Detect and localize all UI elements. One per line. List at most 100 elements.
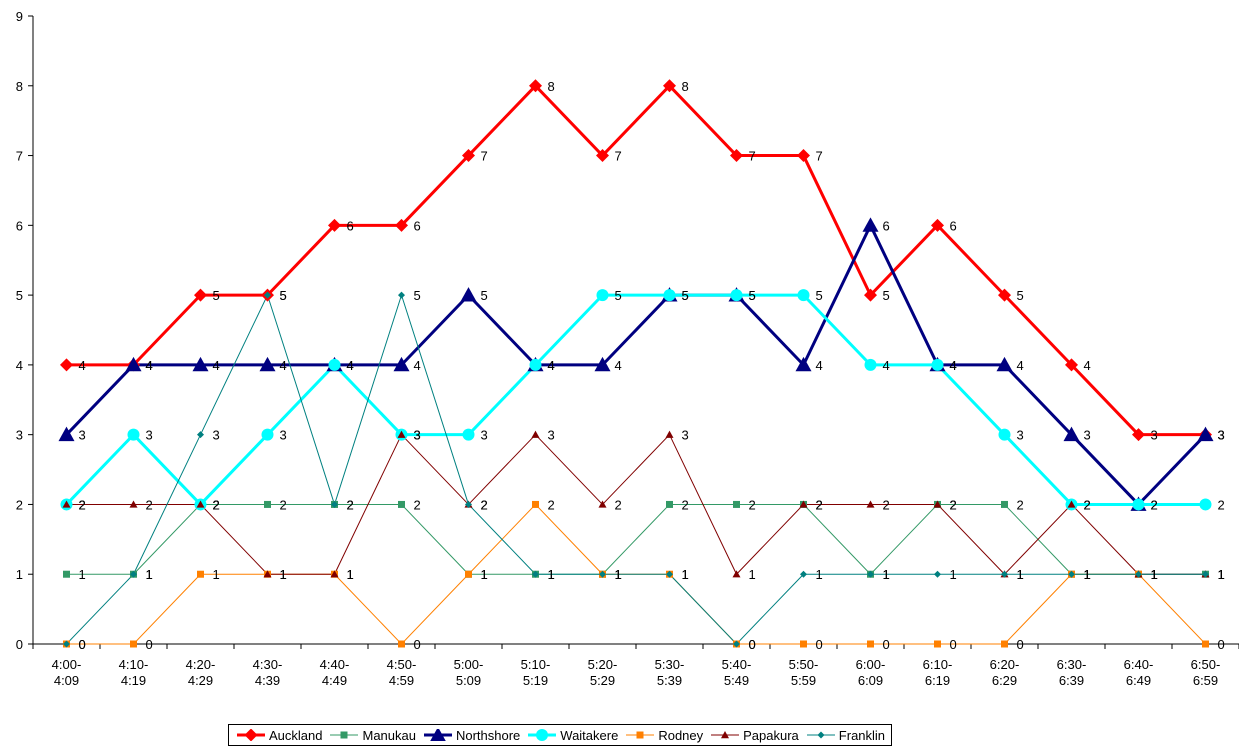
data-label-rodney: 1 — [280, 567, 287, 582]
data-label-rodney: 0 — [749, 637, 756, 652]
y-tick-label: 5 — [16, 288, 23, 303]
data-point-rodney — [398, 640, 405, 648]
data-label-manukau: 2 — [347, 497, 354, 512]
x-tick-label: 4:30-4:39 — [253, 657, 283, 688]
y-tick-label: 1 — [16, 567, 23, 582]
y-tick-label: 9 — [16, 9, 23, 24]
data-label-northshore: 4 — [816, 358, 823, 373]
data-label-waitakere: 3 — [280, 428, 287, 443]
data-label-northshore: 3 — [1084, 428, 1091, 443]
series-line-manukau — [66, 503, 1206, 575]
data-label-waitakere: 2 — [213, 497, 220, 512]
data-label-rodney: 1 — [615, 567, 622, 582]
legend-item-rodney: Rodney — [624, 728, 703, 743]
data-point-papakura — [799, 500, 808, 508]
data-point-waitakere — [529, 358, 542, 371]
data-label-rodney: 1 — [481, 567, 488, 582]
data-point-waitakere — [596, 289, 609, 302]
data-label-rodney: 0 — [950, 637, 957, 652]
data-label-rodney: 1 — [1151, 567, 1158, 582]
x-tick-label: 4:10-4:19 — [119, 657, 149, 688]
legend-marker-manukau — [340, 731, 348, 739]
data-label-franklin: 3 — [213, 428, 220, 443]
data-point-northshore — [259, 356, 276, 372]
data-point-franklin — [733, 640, 740, 648]
data-point-franklin — [197, 431, 204, 439]
data-point-franklin — [264, 291, 271, 299]
data-label-northshore: 4 — [347, 358, 354, 373]
data-label-papakura: 2 — [481, 497, 488, 512]
series-line-northshore — [65, 223, 1207, 506]
data-label-manukau: 2 — [213, 497, 220, 512]
data-point-rodney — [1202, 640, 1209, 648]
data-label-auckland: 5 — [1017, 288, 1024, 303]
data-point-papakura — [1067, 500, 1076, 508]
data-label-waitakere: 2 — [1151, 497, 1158, 512]
data-point-franklin — [1135, 570, 1142, 578]
data-label-rodney: 2 — [548, 497, 555, 512]
data-label-franklin: 1 — [950, 567, 957, 582]
data-point-franklin — [331, 500, 338, 508]
data-point-auckland — [529, 79, 542, 93]
data-label-rodney: 1 — [347, 567, 354, 582]
data-label-papakura: 2 — [79, 497, 86, 512]
data-label-papakura: 1 — [1151, 567, 1158, 582]
data-point-waitakere — [1132, 498, 1145, 511]
data-point-papakura — [330, 570, 339, 578]
data-point-waitakere — [864, 358, 877, 371]
data-point-rodney — [1001, 640, 1008, 648]
data-label-papakura: 2 — [615, 497, 622, 512]
data-point-papakura — [129, 500, 138, 508]
data-point-auckland — [1065, 358, 1078, 372]
data-label-franklin: 1 — [883, 567, 890, 582]
data-label-papakura: 3 — [548, 428, 555, 443]
data-label-franklin: 0 — [749, 637, 756, 652]
y-tick-label: 2 — [16, 497, 23, 512]
data-point-papakura — [62, 500, 71, 508]
data-point-northshore — [1197, 426, 1214, 442]
chart-legend: Auckland Manukau Northshore Waitakere Rodney… — [228, 724, 893, 746]
series-line-papakura — [66, 434, 1206, 575]
data-point-waitakere — [462, 428, 475, 441]
data-point-franklin — [934, 570, 941, 578]
data-label-manukau: 2 — [816, 497, 823, 512]
y-tick-label: 7 — [16, 149, 23, 164]
data-point-northshore — [795, 356, 812, 372]
legend-marker-rodney — [636, 731, 644, 739]
data-label-manukau: 1 — [79, 567, 86, 582]
data-label-manukau: 2 — [1017, 497, 1024, 512]
data-label-northshore: 2 — [1151, 497, 1158, 512]
data-label-rodney: 0 — [79, 637, 86, 652]
data-point-franklin — [666, 570, 673, 578]
x-tick-label: 5:30-5:39 — [655, 657, 685, 688]
series-markers — [58, 79, 1214, 648]
data-point-northshore — [460, 287, 477, 302]
data-label-auckland: 4 — [1084, 358, 1091, 373]
data-label-rodney: 0 — [883, 637, 890, 652]
data-point-auckland — [395, 218, 408, 232]
x-tick-label: 6:30-6:39 — [1057, 657, 1087, 688]
data-point-auckland — [328, 218, 341, 232]
data-label-waitakere: 5 — [682, 288, 689, 303]
x-tick-label: 5:20-5:29 — [588, 657, 618, 688]
data-label-manukau: 1 — [1151, 567, 1158, 582]
data-label-waitakere: 5 — [615, 288, 622, 303]
legend-marker-waitakere — [536, 729, 549, 741]
data-label-auckland: 7 — [816, 149, 823, 164]
legend-label-waitakere: Waitakere — [560, 727, 619, 743]
data-label-papakura: 1 — [1017, 567, 1024, 582]
data-label-auckland: 8 — [682, 79, 689, 94]
data-point-manukau — [1001, 500, 1008, 508]
data-label-manukau: 2 — [749, 497, 756, 512]
data-point-northshore — [1063, 426, 1080, 442]
y-tick-label: 3 — [16, 428, 23, 443]
legend-item-papakura: Papakura — [709, 728, 799, 743]
data-label-manukau: 1 — [548, 567, 555, 582]
data-label-waitakere: 3 — [481, 428, 488, 443]
legend-key-rodney — [626, 731, 655, 739]
data-point-manukau — [264, 500, 271, 508]
line-chart: 0 1 2 3 4 5 6 7 8 9 4:00-4:09 4:10-4:19 4:20-4:29 4:3… — [16, 9, 1239, 688]
data-label-northshore: 6 — [883, 218, 890, 233]
data-point-manukau — [63, 570, 70, 578]
legend-marker-franklin — [817, 731, 825, 739]
